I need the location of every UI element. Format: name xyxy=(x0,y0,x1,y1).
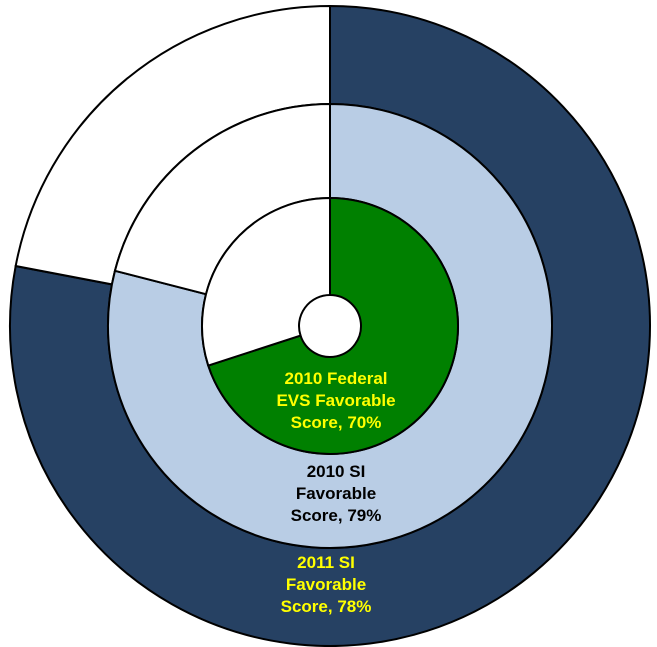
ring-outer-label-line: 2011 SI xyxy=(297,553,355,572)
ring-outer-label: 2011 SI Favorable Score, 78% xyxy=(281,553,372,616)
ring-middle-label-line: Favorable xyxy=(296,484,376,503)
ring-outer-label-line: Score, 78% xyxy=(281,597,372,616)
ring-inner-remainder-slice xyxy=(201,196,331,367)
ring-inner-label-line: EVS Favorable xyxy=(276,391,395,410)
ring-inner-label-line: 2010 Federal xyxy=(284,369,387,388)
ring-middle-label: 2010 SI Favorable Score, 79% xyxy=(291,462,382,525)
ring-inner-label-line: Score, 70% xyxy=(291,413,382,432)
ring-inner-label: 2010 Federal EVS Favorable Score, 70% xyxy=(276,369,395,432)
ring-middle-label-line: Score, 79% xyxy=(291,506,382,525)
ring-outer-label-line: Favorable xyxy=(286,575,366,594)
ring-middle-label-line: 2010 SI xyxy=(307,462,366,481)
ring-inner-favorable-slice xyxy=(207,196,459,455)
